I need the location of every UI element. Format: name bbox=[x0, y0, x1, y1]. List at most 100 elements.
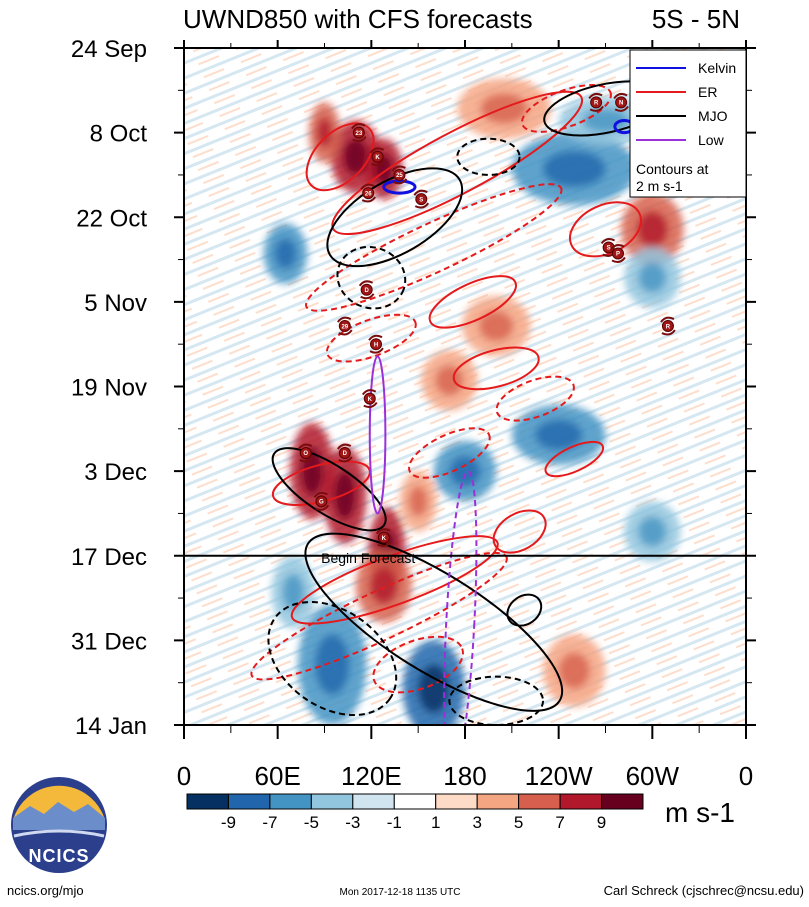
y-tick-label: 17 Dec bbox=[71, 544, 147, 571]
y-tick-label: 5 Nov bbox=[84, 290, 147, 317]
logo-mountains bbox=[13, 802, 105, 830]
mjo-contour-negative bbox=[336, 245, 407, 310]
storm-label: O bbox=[303, 451, 308, 457]
storm-swirl-icon bbox=[392, 178, 408, 185]
er-contour-negative bbox=[305, 183, 563, 312]
colorbar-label: 1 bbox=[431, 813, 440, 832]
negative-anomaly-core bbox=[638, 262, 667, 293]
legend-box bbox=[629, 49, 747, 198]
storm-marker: K bbox=[361, 389, 378, 409]
er-contour-positive bbox=[492, 509, 547, 554]
colorbar-swatch bbox=[310, 793, 354, 810]
colorbar-swatch bbox=[601, 793, 644, 810]
storm-swirl-icon bbox=[336, 316, 352, 323]
er-contour-positive bbox=[290, 535, 499, 625]
ncics-logo: NCICS bbox=[11, 777, 107, 873]
mjo-contour-positive bbox=[304, 532, 564, 712]
storm-marker: R bbox=[588, 92, 604, 112]
colorbar-swatch bbox=[186, 793, 229, 810]
colorbar-swatch bbox=[435, 793, 478, 810]
storm-swirl-icon bbox=[299, 456, 314, 463]
storm-label: P bbox=[616, 252, 620, 258]
legend-label: MJO bbox=[698, 108, 728, 124]
storm-swirl-icon bbox=[358, 280, 374, 287]
storm-label: 25 bbox=[396, 173, 403, 179]
storm-swirl-icon bbox=[360, 183, 375, 190]
storm-swirl-icon bbox=[589, 105, 604, 112]
colorbar-label: -1 bbox=[387, 813, 402, 832]
negative-anomaly-core bbox=[582, 108, 629, 133]
x-tick-label: 0 bbox=[739, 761, 753, 791]
negative-anomaly-core bbox=[535, 419, 583, 450]
x-tick-label: 120W bbox=[525, 761, 593, 791]
storm-swirl-icon bbox=[414, 202, 430, 209]
storm-swirl-icon bbox=[610, 244, 625, 251]
storm-dot bbox=[338, 446, 351, 459]
storm-dot bbox=[393, 168, 406, 181]
storm-dot bbox=[338, 320, 351, 333]
storm-swirl-icon bbox=[352, 136, 367, 143]
colorbar: -9 -7 -5 -3 -1 1 3 5 7 9 bbox=[186, 793, 644, 832]
storm-label: S bbox=[607, 246, 611, 252]
storm-swirl-icon bbox=[368, 334, 383, 341]
storm-dot bbox=[377, 531, 390, 544]
positive-anomaly-core bbox=[558, 652, 590, 689]
storm-dot bbox=[611, 247, 624, 260]
colorbar-unit: m s-1 bbox=[665, 797, 735, 828]
mjo-contour-positive bbox=[326, 167, 464, 268]
storm-swirl-icon bbox=[297, 443, 313, 450]
negative-anomaly-core bbox=[543, 150, 606, 188]
x-axis: 0 60E 120E 180 120W 60W 0 bbox=[177, 40, 753, 791]
positive-anomaly-core bbox=[435, 365, 464, 396]
colorbar-label: -3 bbox=[345, 813, 360, 832]
storm-swirl-icon bbox=[369, 147, 385, 154]
storm-dot bbox=[615, 96, 628, 109]
colorbar-label: 3 bbox=[472, 813, 481, 832]
positive-anomaly-core bbox=[343, 138, 369, 175]
colorbar-label: 9 bbox=[597, 813, 606, 832]
storm-marker: O bbox=[297, 443, 314, 463]
positive-anomaly-core bbox=[479, 310, 514, 342]
colorbar-label: 5 bbox=[514, 813, 523, 832]
low-contour-positive bbox=[368, 355, 387, 515]
storm-marker: P bbox=[610, 244, 626, 263]
forecast-start-line: Begin Forecast bbox=[184, 550, 746, 566]
storm-swirl-icon bbox=[360, 293, 375, 300]
storm-swirl-icon bbox=[391, 165, 406, 172]
colorbar-swatch bbox=[269, 793, 312, 810]
storm-label: H bbox=[374, 342, 378, 348]
storm-marker: K bbox=[376, 528, 392, 548]
y-tick-label: 31 Dec bbox=[71, 628, 147, 655]
footer-url[interactable]: ncics.org/mjo bbox=[7, 883, 84, 898]
y-tick-label: 24 Sep bbox=[71, 36, 147, 63]
x-tick-label: 60E bbox=[255, 761, 301, 791]
storm-marker: S bbox=[413, 189, 430, 209]
positive-anomaly-core bbox=[408, 486, 428, 517]
mjo-contour-negative bbox=[448, 675, 545, 725]
storm-swirl-icon bbox=[313, 491, 328, 498]
storm-dot bbox=[371, 150, 384, 163]
positive-anomaly-core bbox=[636, 211, 668, 248]
y-tick-label: 19 Nov bbox=[71, 375, 147, 402]
x-tick-label: 60W bbox=[626, 761, 680, 791]
storm-marker: H bbox=[368, 334, 384, 354]
storm-dot bbox=[415, 193, 428, 206]
y-tick-label: 3 Dec bbox=[84, 459, 147, 486]
legend-note-line2: 2 m s-1 bbox=[636, 178, 683, 194]
storm-swirl-icon bbox=[336, 443, 352, 450]
storm-swirl-icon bbox=[600, 238, 616, 245]
colorbar-label: 7 bbox=[555, 813, 564, 832]
storm-swirl-icon bbox=[614, 105, 629, 112]
negative-anomaly-core bbox=[638, 516, 667, 547]
storm-dot bbox=[661, 320, 674, 333]
storm-swirl-icon bbox=[611, 256, 626, 263]
colorbar-swatch bbox=[476, 793, 520, 810]
colorbar-swatch bbox=[559, 793, 603, 810]
storm-label: D bbox=[364, 288, 369, 294]
storm-label: R bbox=[666, 324, 671, 330]
er-contour-positive bbox=[305, 122, 375, 192]
storm-swirl-icon bbox=[661, 329, 676, 336]
storm-dot bbox=[299, 446, 312, 459]
storm-label: S bbox=[419, 197, 423, 203]
